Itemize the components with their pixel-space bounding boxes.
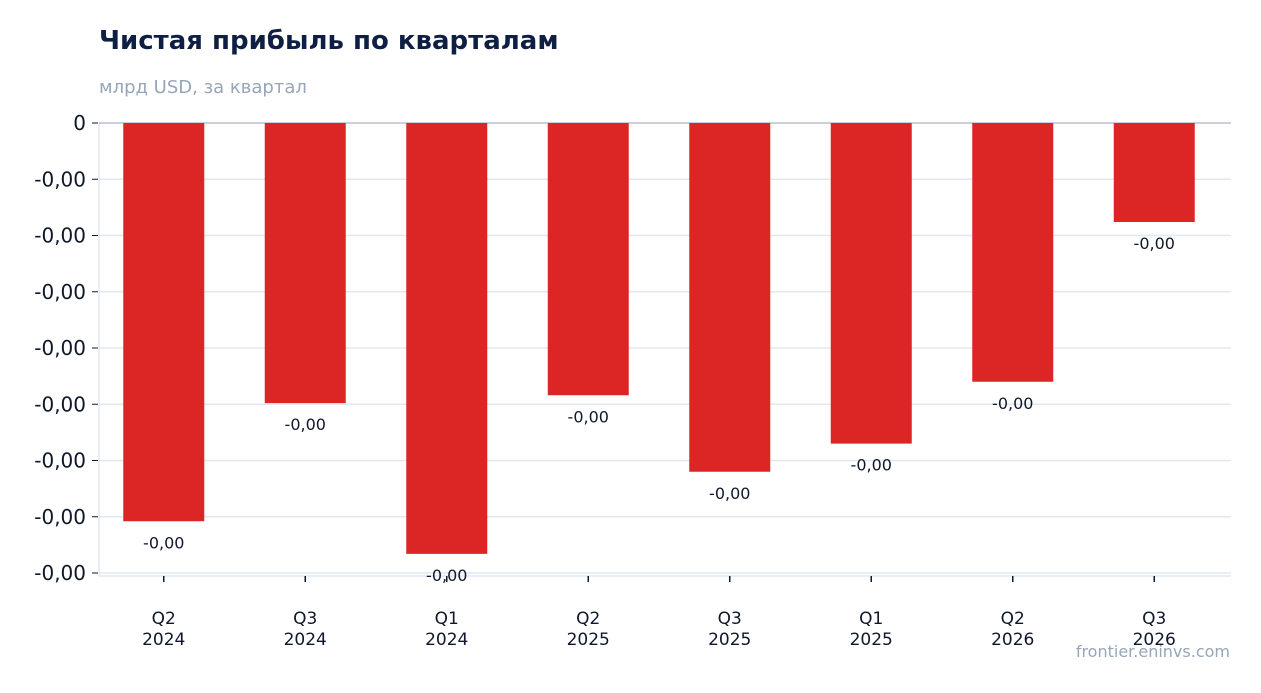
bar bbox=[406, 123, 488, 554]
source-link[interactable]: frontier.eninvs.com bbox=[1075, 642, 1230, 661]
x-tick-label: Q3 2026 bbox=[1133, 609, 1176, 650]
data-label: -0,00 bbox=[426, 566, 467, 585]
x-tick-label: Q3 2025 bbox=[708, 609, 751, 650]
x-tick-label: Q1 2024 bbox=[425, 609, 468, 650]
bar bbox=[830, 123, 912, 444]
bar bbox=[972, 123, 1054, 382]
data-label: -0,00 bbox=[709, 484, 750, 503]
bars bbox=[123, 123, 1195, 554]
data-label: -0,00 bbox=[285, 415, 326, 434]
data-label: -0,00 bbox=[992, 394, 1033, 413]
x-tick-label: Q2 2024 bbox=[142, 609, 185, 650]
y-tick-label: -0,00 bbox=[34, 505, 86, 529]
y-tick-label: -0,00 bbox=[34, 561, 86, 585]
x-tick-label: Q3 2024 bbox=[284, 609, 327, 650]
y-tick-label: -0,00 bbox=[34, 392, 86, 416]
y-tick-label: -0,00 bbox=[34, 224, 86, 248]
data-label: -0,00 bbox=[1134, 234, 1175, 253]
y-tick-label: -0,00 bbox=[34, 280, 86, 304]
y-tick-label: -0,00 bbox=[34, 167, 86, 191]
y-tick-label: 0 bbox=[73, 111, 86, 135]
bar bbox=[1113, 123, 1195, 222]
data-label: -0,00 bbox=[851, 456, 892, 475]
x-tick-label: Q1 2025 bbox=[850, 609, 893, 650]
data-label: -0,00 bbox=[143, 533, 184, 552]
bar bbox=[123, 123, 205, 522]
chart-subtitle: млрд USD, за квартал bbox=[99, 77, 307, 98]
bar bbox=[547, 123, 629, 396]
data-labels: -0,00 -0,00 -0,00 -0,00 -0,00 -0,00 -0,00 -0,00 bbox=[143, 234, 1175, 585]
data-label: -0,00 bbox=[568, 407, 609, 426]
bar bbox=[264, 123, 346, 404]
y-tick-label: -0,00 bbox=[34, 336, 86, 360]
x-tick-label: Q2 2025 bbox=[567, 609, 610, 650]
chart-title: Чистая прибыль по кварталам bbox=[99, 26, 559, 56]
x-tick-label: Q2 2026 bbox=[991, 609, 1034, 650]
bar bbox=[689, 123, 771, 472]
y-tick-label: -0,00 bbox=[34, 449, 86, 473]
